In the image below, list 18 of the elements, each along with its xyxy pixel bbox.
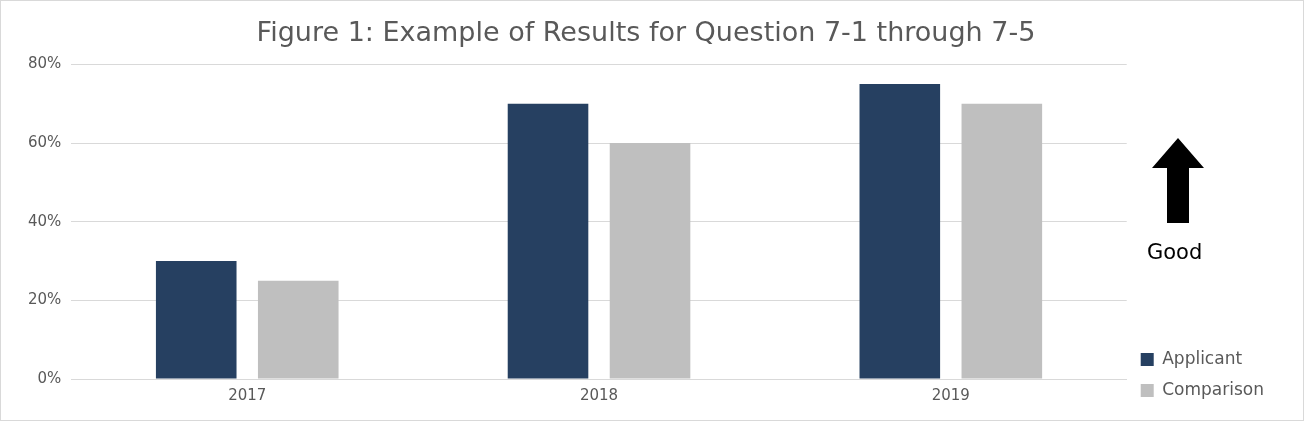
legend-label: Applicant	[1162, 347, 1243, 368]
y-tick-label: 80%	[28, 54, 62, 73]
bar	[155, 261, 237, 379]
bar	[609, 143, 691, 379]
x-tick-label: 2019	[931, 385, 970, 404]
y-tick-label: 0%	[37, 368, 62, 387]
bar	[859, 84, 941, 379]
bar	[961, 103, 1043, 379]
chart-title: Figure 1: Example of Results for Question 7-1 through 7-5	[256, 16, 1036, 48]
x-tick-label: 2018	[579, 385, 619, 404]
text: Good	[1147, 240, 1203, 264]
y-tick-label: 60%	[28, 132, 62, 151]
legend-label: Comparison	[1162, 378, 1265, 399]
x-tick-label: 2017	[228, 385, 267, 404]
y-tick-label: 40%	[28, 211, 62, 230]
bar	[507, 103, 589, 379]
bar	[257, 280, 339, 379]
y-tick-label: 20%	[28, 290, 62, 309]
